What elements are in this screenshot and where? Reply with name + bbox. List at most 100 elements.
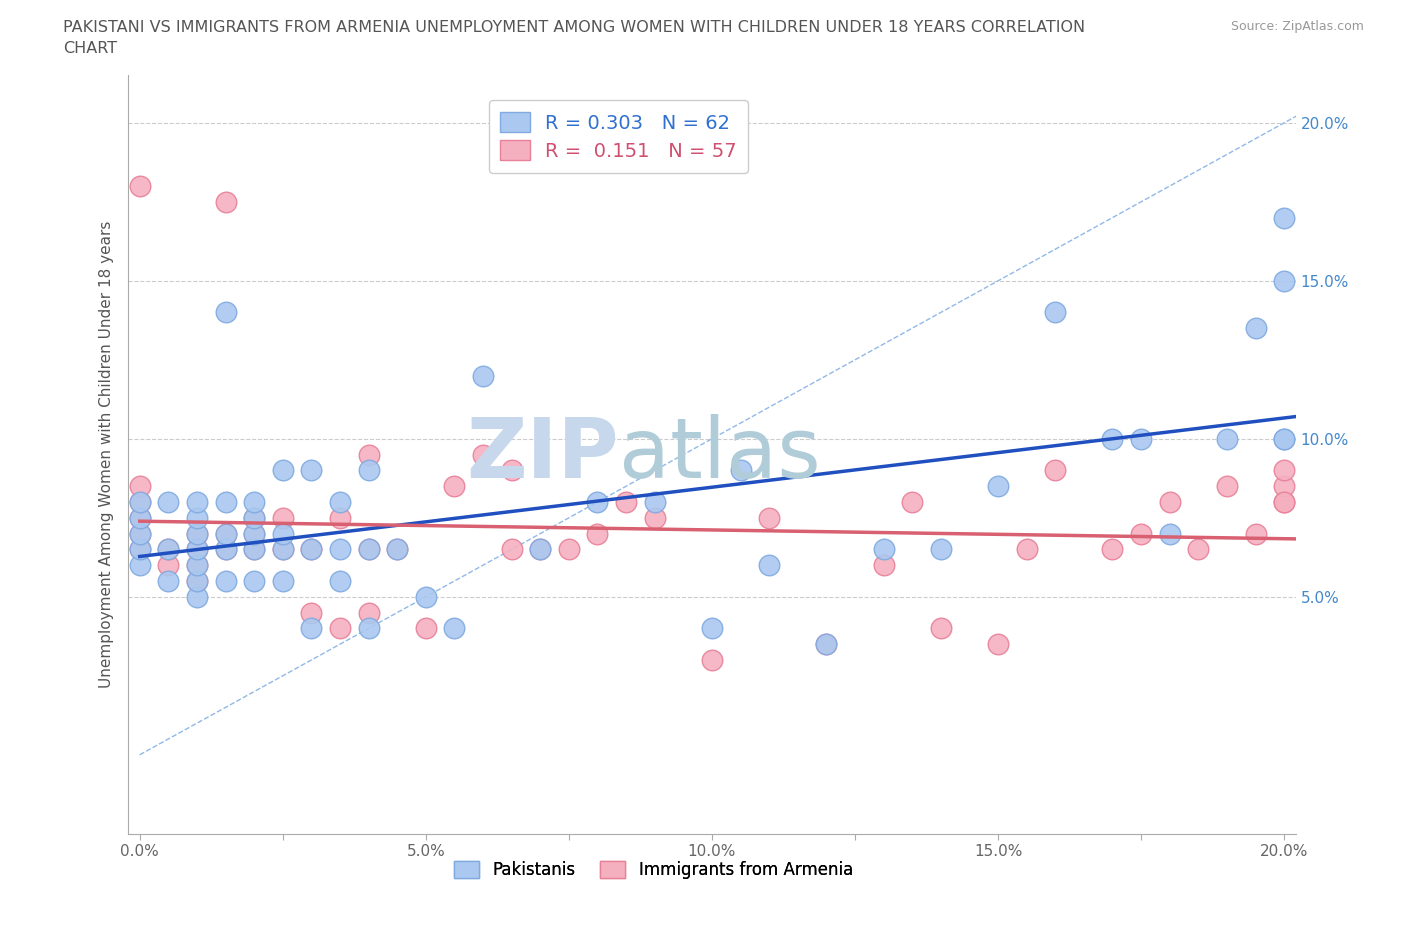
Point [128,511,150,525]
Point [186,542,208,557]
Point [443,479,465,494]
Point [299,605,322,620]
Point [385,542,408,557]
Point [214,305,236,320]
Point [271,542,294,557]
Point [357,542,380,557]
Point [1045,305,1067,320]
Point [243,495,266,510]
Point [644,495,666,510]
Point [586,495,609,510]
Point [128,542,150,557]
Point [644,511,666,525]
Point [730,463,752,478]
Point [128,479,150,494]
Point [128,542,150,557]
Text: Source: ZipAtlas.com: Source: ZipAtlas.com [1230,20,1364,33]
Point [157,495,180,510]
Point [357,447,380,462]
Point [329,511,352,525]
Point [1272,463,1295,478]
Point [186,526,208,541]
Point [243,526,266,541]
Point [329,495,352,510]
Point [157,558,180,573]
Point [186,542,208,557]
Point [186,511,208,525]
Point [758,558,780,573]
Point [529,542,551,557]
Point [271,511,294,525]
Point [815,637,838,652]
Point [443,621,465,636]
Point [1130,526,1153,541]
Point [299,542,322,557]
Point [329,621,352,636]
Point [1272,432,1295,446]
Point [214,574,236,589]
Point [186,558,208,573]
Point [243,542,266,557]
Point [1130,432,1153,446]
Point [1272,432,1295,446]
Point [299,542,322,557]
Point [214,542,236,557]
Point [271,526,294,541]
Point [128,526,150,541]
Point [1216,479,1239,494]
Point [243,542,266,557]
Point [1101,432,1123,446]
Point [1272,479,1295,494]
Point [243,511,266,525]
Point [186,590,208,604]
Point [243,574,266,589]
Point [929,621,952,636]
Point [186,495,208,510]
Point [872,558,894,573]
Point [901,495,924,510]
Point [1244,526,1267,541]
Point [501,542,523,557]
Legend: Pakistanis, Immigrants from Armenia: Pakistanis, Immigrants from Armenia [447,855,859,886]
Point [157,574,180,589]
Point [815,637,838,652]
Point [1244,321,1267,336]
Point [1015,542,1038,557]
Point [157,542,180,557]
Point [157,542,180,557]
Point [186,526,208,541]
Point [1187,542,1209,557]
Point [128,558,150,573]
Point [329,542,352,557]
Point [357,542,380,557]
Point [415,621,437,636]
Point [529,542,551,557]
Point [472,368,495,383]
Point [1045,463,1067,478]
Point [329,574,352,589]
Point [987,479,1010,494]
Text: PAKISTANI VS IMMIGRANTS FROM ARMENIA UNEMPLOYMENT AMONG WOMEN WITH CHILDREN UNDE: PAKISTANI VS IMMIGRANTS FROM ARMENIA UNE… [63,20,1085,35]
Point [700,621,723,636]
Point [872,542,894,557]
Point [128,511,150,525]
Point [1272,495,1295,510]
Point [243,511,266,525]
Point [271,574,294,589]
Point [128,526,150,541]
Point [186,558,208,573]
Point [271,542,294,557]
Point [1272,210,1295,225]
Point [1272,273,1295,288]
Point [614,495,637,510]
Point [987,637,1010,652]
Point [929,542,952,557]
Point [271,463,294,478]
Point [128,179,150,193]
Point [299,621,322,636]
Point [385,542,408,557]
Point [1216,432,1239,446]
Y-axis label: Unemployment Among Women with Children Under 18 years: Unemployment Among Women with Children U… [100,221,114,688]
Point [357,463,380,478]
Point [758,511,780,525]
